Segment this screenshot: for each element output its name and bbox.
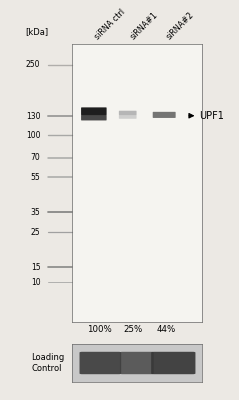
Text: UPF1: UPF1 bbox=[199, 111, 223, 121]
Text: Loading
Control: Loading Control bbox=[31, 353, 65, 373]
Text: 44%: 44% bbox=[157, 325, 176, 334]
Text: siRNA#2: siRNA#2 bbox=[164, 10, 196, 41]
FancyBboxPatch shape bbox=[153, 112, 176, 118]
Text: siRNA#1: siRNA#1 bbox=[129, 10, 160, 41]
FancyBboxPatch shape bbox=[119, 111, 136, 115]
Text: [kDa]: [kDa] bbox=[25, 27, 48, 36]
FancyBboxPatch shape bbox=[81, 115, 107, 120]
FancyBboxPatch shape bbox=[80, 352, 121, 374]
Text: 25%: 25% bbox=[123, 325, 142, 334]
Text: 100%: 100% bbox=[87, 325, 112, 334]
Text: 25: 25 bbox=[31, 228, 40, 237]
Text: 55: 55 bbox=[31, 173, 40, 182]
Text: 130: 130 bbox=[26, 112, 40, 121]
Text: siRNA ctrl: siRNA ctrl bbox=[93, 7, 127, 41]
Text: 35: 35 bbox=[31, 208, 40, 217]
FancyBboxPatch shape bbox=[119, 115, 136, 119]
FancyBboxPatch shape bbox=[151, 352, 196, 374]
Text: 100: 100 bbox=[26, 131, 40, 140]
FancyBboxPatch shape bbox=[81, 107, 107, 115]
Text: 15: 15 bbox=[31, 263, 40, 272]
Text: 10: 10 bbox=[31, 278, 40, 287]
FancyBboxPatch shape bbox=[120, 352, 154, 374]
Text: 70: 70 bbox=[31, 154, 40, 162]
Text: 250: 250 bbox=[26, 60, 40, 69]
